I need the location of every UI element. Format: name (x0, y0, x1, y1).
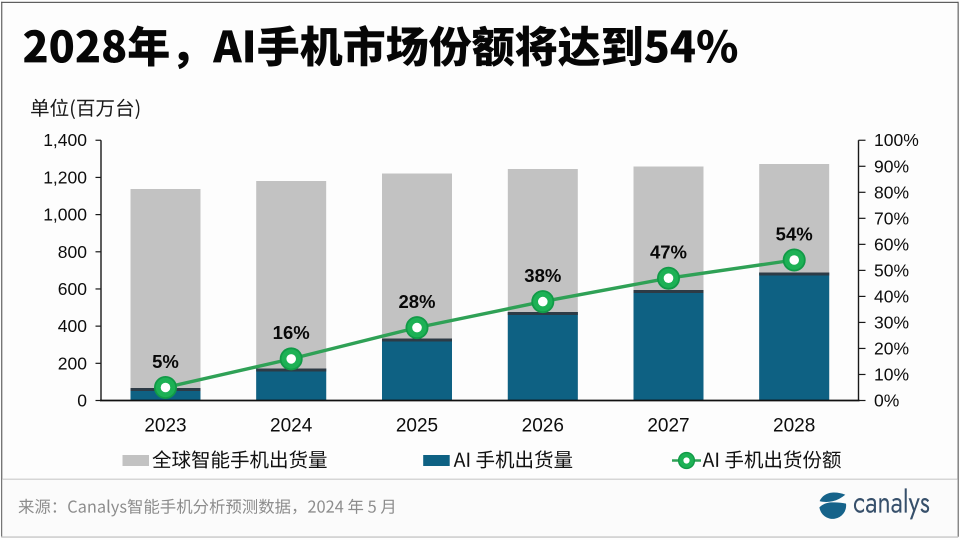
svg-text:30%: 30% (874, 312, 909, 332)
svg-text:28%: 28% (398, 291, 435, 312)
svg-text:16%: 16% (273, 322, 310, 343)
svg-text:2028: 2028 (773, 416, 815, 437)
svg-text:54%: 54% (776, 223, 813, 244)
svg-text:38%: 38% (524, 265, 561, 286)
svg-text:1,400: 1,400 (43, 130, 87, 150)
svg-text:2024: 2024 (270, 416, 313, 437)
svg-text:60%: 60% (874, 234, 909, 254)
svg-text:20%: 20% (874, 338, 909, 358)
svg-text:600: 600 (58, 279, 87, 299)
svg-text:90%: 90% (874, 156, 909, 176)
svg-text:400: 400 (58, 316, 87, 336)
svg-text:70%: 70% (874, 208, 909, 228)
svg-text:2023: 2023 (144, 416, 186, 437)
svg-text:0: 0 (77, 391, 87, 411)
svg-text:1,000: 1,000 (43, 205, 87, 225)
svg-text:10%: 10% (874, 365, 909, 385)
svg-text:800: 800 (58, 242, 87, 262)
svg-text:200: 200 (58, 353, 87, 373)
svg-text:5%: 5% (152, 351, 179, 372)
svg-text:100%: 100% (874, 130, 919, 150)
svg-text:80%: 80% (874, 182, 909, 202)
svg-text:2026: 2026 (522, 416, 564, 437)
svg-text:1,200: 1,200 (43, 167, 87, 187)
svg-text:0%: 0% (874, 391, 899, 411)
svg-text:2027: 2027 (647, 416, 689, 437)
svg-text:47%: 47% (650, 242, 687, 263)
svg-text:40%: 40% (874, 286, 909, 306)
svg-text:50%: 50% (874, 260, 909, 280)
svg-text:2025: 2025 (396, 416, 438, 437)
